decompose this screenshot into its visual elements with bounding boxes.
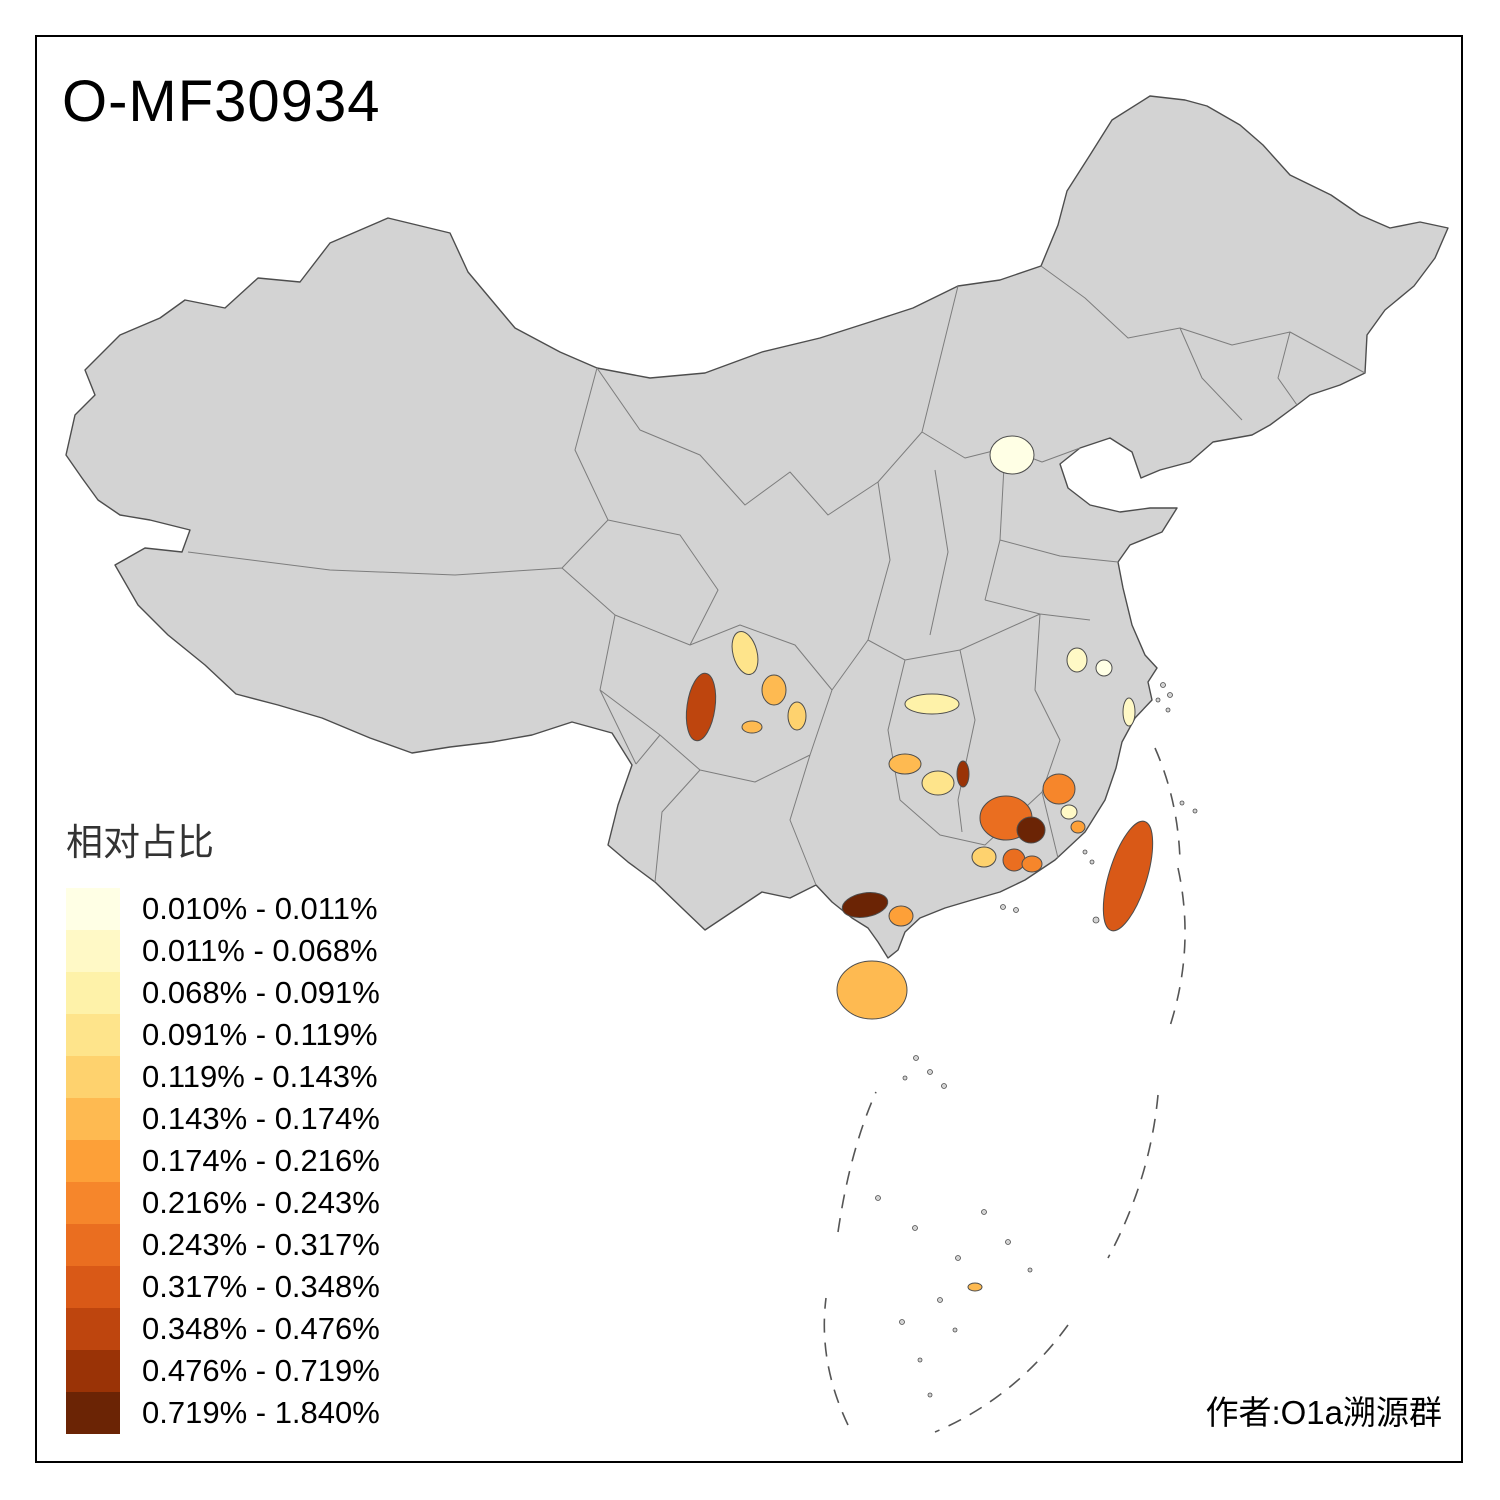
region-west-sichuan [685,672,717,742]
legend-row: 0.719% - 1.840% [66,1392,486,1434]
legend: 相对占比 0.010% - 0.011% 0.011% - 0.068% 0.068… [66,812,486,1434]
legend-bin-label: 0.010% - 0.011% [142,891,378,926]
legend-row: 0.476% - 0.719% [66,1350,486,1392]
legend-bin-label: 0.011% - 0.068% [142,933,378,968]
legend-row: 0.243% - 0.317% [66,1224,486,1266]
region-guangxi-south [841,892,889,918]
region-fujian-coast-orange [1070,820,1086,834]
page-title: O-MF30934 [62,69,381,134]
minor-islands-icon [875,682,1198,1398]
legend-bin-label: 0.174% - 0.216% [142,1143,380,1178]
legend-bin-label: 0.119% - 0.143% [142,1059,378,1094]
legend-bin-label: 0.068% - 0.091% [142,975,380,1010]
attribution: 作者:O1a溯源群 [1205,1394,1442,1431]
legend-bin-label: 0.476% - 0.719% [142,1353,380,1388]
legend-swatch [66,972,120,1014]
region-zhejiang-south-pale [1122,697,1136,727]
legend-bin-label: 0.091% - 0.119% [142,1017,378,1052]
legend-swatch [66,930,120,972]
legend-row: 0.317% - 0.348% [66,1266,486,1308]
legend-bins: 0.010% - 0.011% 0.011% - 0.068% 0.068% - 0… [66,888,486,1434]
legend-bin-label: 0.317% - 0.348% [142,1269,380,1304]
region-guangdong-west [888,905,914,927]
legend-swatch [66,1014,120,1056]
legend-swatch [66,1350,120,1392]
region-north-sichuan [731,631,759,675]
legend-row: 0.174% - 0.216% [66,1140,486,1182]
legend-row: 0.010% - 0.011% [66,888,486,930]
legend-bin-label: 0.719% - 1.840% [142,1395,380,1430]
region-chengdu-plain [761,674,787,706]
legend-row: 0.216% - 0.243% [66,1182,486,1224]
legend-swatch [66,1140,120,1182]
region-hunan-north [888,753,922,775]
legend-swatch [66,1098,120,1140]
legend-bin-label: 0.216% - 0.243% [142,1185,380,1220]
legend-title: 相对占比 [66,822,214,863]
region-layer [685,435,1154,1292]
nine-dash-line [823,747,1186,1433]
legend-swatch [66,1392,120,1434]
region-south-sichuan [741,720,763,734]
region-zhejiang-coast-pale [1095,659,1113,677]
region-hunan-east [921,770,955,796]
region-south-sea-island [967,1282,983,1292]
legend-row: 0.119% - 0.143% [66,1056,486,1098]
legend-swatch [66,1266,120,1308]
region-fujian-center [1016,816,1046,844]
region-guangdong-east [1021,855,1043,873]
legend-bin-label: 0.348% - 0.476% [142,1311,380,1346]
legend-row: 0.348% - 0.476% [66,1308,486,1350]
legend-row: 0.143% - 0.174% [66,1098,486,1140]
legend-swatch [66,1056,120,1098]
china-mainland [65,95,1449,959]
legend-swatch [66,1182,120,1224]
region-fujian-northeast [1042,773,1076,805]
legend-row: 0.011% - 0.068% [66,930,486,972]
region-hainan [836,960,908,1020]
region-guangdong-north [1002,848,1026,872]
region-fujian-coast-pale [1060,804,1078,820]
region-jiangxi-south [971,846,997,868]
region-taiwan [1102,820,1154,932]
legend-row: 0.091% - 0.119% [66,1014,486,1056]
region-beijing [989,435,1035,475]
region-jiangxi-west [956,760,970,788]
legend-row: 0.068% - 0.091% [66,972,486,1014]
legend-swatch [66,1224,120,1266]
legend-bin-label: 0.243% - 0.317% [142,1227,380,1262]
region-hubei [904,693,960,715]
region-chongqing [787,701,807,731]
legend-swatch [66,888,120,930]
legend-bin-label: 0.143% - 0.174% [142,1101,380,1136]
region-zhejiang-west-pale [1066,647,1088,673]
legend-swatch [66,1308,120,1350]
